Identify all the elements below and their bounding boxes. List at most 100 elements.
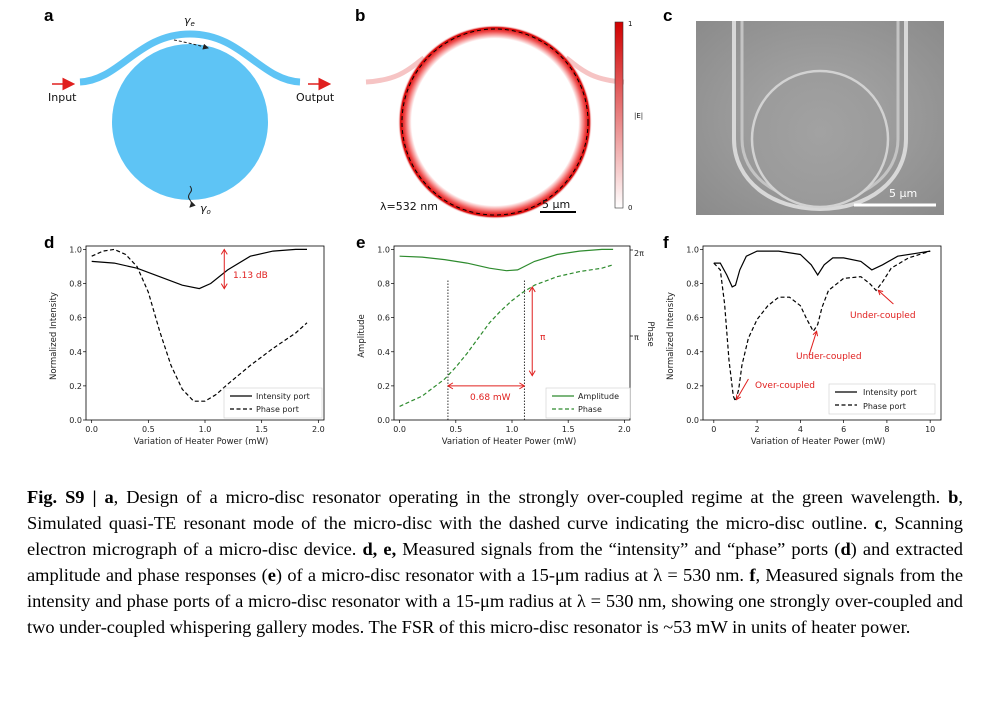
chart-f-xtick-0: 0 (711, 425, 716, 434)
chart-e-ytick-4: 0.8 (377, 280, 390, 289)
chart-d-ticks: 0.0 0.5 1.0 1.5 2.0 0.0 0.2 0.4 0.6 0.8 … (69, 245, 324, 434)
chart-f-axes (702, 245, 942, 421)
chart-e-xtick-3: 1.5 (562, 425, 575, 434)
chart-e-rtick-2pi: 2π (634, 249, 644, 258)
chart-e-annotation-pi: π (540, 333, 546, 343)
panel-letter-d: d (44, 233, 55, 252)
chart-f-legend-box (828, 383, 936, 415)
colorbar-label: |E| (634, 112, 643, 120)
chart-e-series-0 (399, 248, 614, 272)
chart-d-xlabel: Variation of Heater Power (mW) (134, 437, 269, 447)
chart-f-pointer-head-under-1 (812, 330, 819, 337)
chart-f-legend-1: Phase port (863, 402, 906, 411)
caption-text-3: , Scanning electron micrograph of a micr… (27, 513, 963, 559)
caption-text-2: , Simulated quasi-TE resonant mode of th… (27, 487, 963, 533)
chart-f-series-0 (713, 250, 931, 288)
chart-f-ytick-3: 0.6 (686, 314, 699, 323)
chart-d-xtick-0: 0.0 (85, 425, 98, 434)
chart-e-power-arrowhead-right (519, 382, 526, 390)
colorbar-min: 0 (628, 204, 632, 212)
chart-e-ytick-0: 0.0 (377, 416, 390, 425)
caption-text-6: ) of a micro-disc resonator with a 15-μm… (275, 565, 750, 585)
chart-f-ytick-4: 0.8 (686, 280, 699, 289)
chart-f-annotation-under-2: Under-coupled (850, 311, 916, 321)
chart-f-annotation-over: Over-coupled (755, 381, 815, 391)
panel-letter-c: c (663, 6, 673, 25)
chart-f-xtick-3: 6 (841, 425, 846, 434)
chart-e-legend-box (545, 387, 631, 419)
input-label: Input (48, 91, 77, 104)
chart-f-pointer-under-2 (877, 289, 894, 305)
chart-e-power-arrowhead-left (446, 382, 454, 390)
chart-e-pi-arrowhead-top (528, 285, 536, 293)
chart-f-pointer-head-over (736, 394, 742, 401)
chart-d-xtick-4: 2.0 (312, 425, 325, 434)
caption-f: f (749, 565, 756, 585)
panel-letter-a: a (44, 6, 54, 25)
chart-e: 0.0 0.5 1.0 1.5 2.0 0.0 0.2 0.4 0.6 0.8 … (357, 245, 655, 447)
scalebar-label: 5 μm (542, 198, 570, 211)
chart-d-ytick-4: 0.8 (69, 280, 82, 289)
coupling-arrow (173, 39, 209, 50)
caption-c: c (874, 513, 883, 533)
chart-d-xtick-1: 0.5 (142, 425, 155, 434)
chart-e-annotation-power: 0.68 mW (470, 393, 511, 403)
chart-f-ytick-2: 0.4 (686, 348, 699, 357)
bus-waveguide (79, 30, 301, 86)
panel-letter-b: b (355, 6, 366, 25)
chart-f-xtick-4: 8 (884, 425, 889, 434)
chart-f-ytick-0: 0.0 (686, 416, 699, 425)
caption-d: d (840, 539, 851, 559)
chart-e-ytick-3: 0.6 (377, 314, 390, 323)
chart-d-legend-0: Intensity port (256, 392, 310, 401)
chart-f-ticks: 0 2 4 6 8 10 0.0 0.2 0.4 0.6 0.8 1.0 (686, 245, 935, 434)
chart-e-xlabel: Variation of Heater Power (mW) (442, 437, 577, 447)
chart-e-ylabel: Amplitude (357, 314, 367, 358)
caption-text-5: ) and extracted amplitude and phase resp… (27, 539, 963, 585)
chart-d-xtick-3: 1.5 (255, 425, 268, 434)
micro-disc (112, 44, 268, 200)
chart-e-ticks: 0.0 0.5 1.0 1.5 2.0 0.0 0.2 0.4 0.6 0.8 … (377, 245, 630, 434)
chart-d: 0.0 0.5 1.0 1.5 2.0 0.0 0.2 0.4 0.6 0.8 … (49, 245, 325, 447)
caption-text-7: , Measured signals from the intensity an… (27, 565, 963, 637)
chart-f-pointer-under-1 (808, 331, 818, 356)
caption-b: b (948, 487, 959, 507)
chart-f-xtick-5: 10 (925, 425, 935, 434)
chart-e-ylabel-right: Phase (645, 321, 655, 346)
chart-f-ytick-1: 0.2 (686, 382, 699, 391)
caption-e: e (267, 565, 276, 585)
chart-d-legend-1: Phase port (256, 405, 299, 414)
chart-f-xlabel: Variation of Heater Power (mW) (751, 437, 886, 447)
chart-f-legend-0: Intensity port (863, 388, 917, 397)
caption-de: d, e, (362, 539, 397, 559)
colorbar-max: 1 (628, 20, 632, 28)
mode-field (398, 25, 592, 219)
chart-f-pointer-over (736, 378, 749, 400)
chart-e-legend-0: Amplitude (578, 392, 619, 401)
chart-d-annotation-db: 1.13 dB (233, 271, 268, 281)
gamma-e-label: γe (184, 14, 195, 28)
chart-f-pointer-head-under-2 (877, 289, 884, 296)
caption-text-1: , Design of a micro-disc resonator opera… (113, 487, 949, 507)
chart-f: 0 2 4 6 8 10 0.0 0.2 0.4 0.6 0.8 1.0 Var… (666, 245, 942, 447)
panel-letter-e: e (356, 233, 366, 252)
chart-d-series-1 (91, 248, 308, 402)
chart-d-ytick-0: 0.0 (69, 416, 82, 425)
chart-d-db-arrowhead-bottom (220, 283, 228, 290)
sem-scalebar-label: 5 μm (889, 187, 917, 200)
chart-e-ytick-1: 0.2 (377, 382, 390, 391)
chart-f-ylabel: Normalized Intensity (666, 292, 676, 380)
sem-micrograph: 5 μm (696, 21, 944, 215)
chart-d-legend-box (223, 387, 323, 419)
chart-e-xtick-0: 0.0 (393, 425, 406, 434)
output-label: Output (296, 91, 335, 104)
chart-d-ytick-2: 0.4 (69, 348, 82, 357)
chart-e-xtick-1: 0.5 (449, 425, 462, 434)
chart-e-xtick-2: 1.0 (506, 425, 519, 434)
chart-d-xtick-2: 1.0 (199, 425, 212, 434)
caption-fig-label: Fig. S9 | (27, 487, 105, 507)
caption-text-4: Measured signals from the “intensity” an… (396, 539, 841, 559)
chart-f-xtick-1: 2 (755, 425, 760, 434)
panel-letter-f: f (663, 233, 669, 252)
chart-f-xtick-2: 4 (798, 425, 803, 434)
